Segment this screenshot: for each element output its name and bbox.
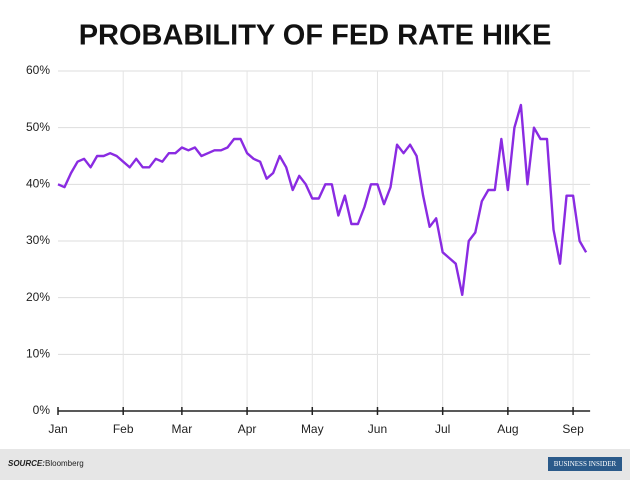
y-tick-label: 30%: [26, 233, 50, 247]
y-tick-label: 40%: [26, 177, 50, 191]
y-tick-label: 20%: [26, 290, 50, 304]
x-tick-label: Jun: [368, 422, 387, 436]
y-tick-label: 10%: [26, 347, 50, 361]
x-tick-label: Jan: [48, 422, 67, 436]
data-line: [57, 103, 588, 297]
x-tick-label: Aug: [497, 422, 518, 436]
chart-title: PROBABILITY OF FED RATE HIKE: [79, 20, 552, 52]
x-tick-label: Feb: [113, 422, 134, 436]
y-tick-label: 60%: [26, 63, 50, 77]
x-tick-label: Mar: [172, 422, 193, 436]
source: Bloomberg: [45, 459, 84, 468]
x-tick-label: Apr: [238, 422, 257, 436]
x-tick-label: Sep: [562, 422, 584, 436]
brand-badge: [548, 457, 622, 471]
brand: BUSINESS INSIDER: [554, 460, 617, 468]
x-tick-label: Jul: [435, 422, 450, 436]
source-label: SOURCE:: [8, 459, 45, 468]
y-tick-label: 50%: [26, 120, 50, 134]
footer-bar: [0, 449, 630, 480]
x-tick-label: May: [301, 422, 324, 436]
y-tick-label: 0%: [33, 403, 51, 417]
